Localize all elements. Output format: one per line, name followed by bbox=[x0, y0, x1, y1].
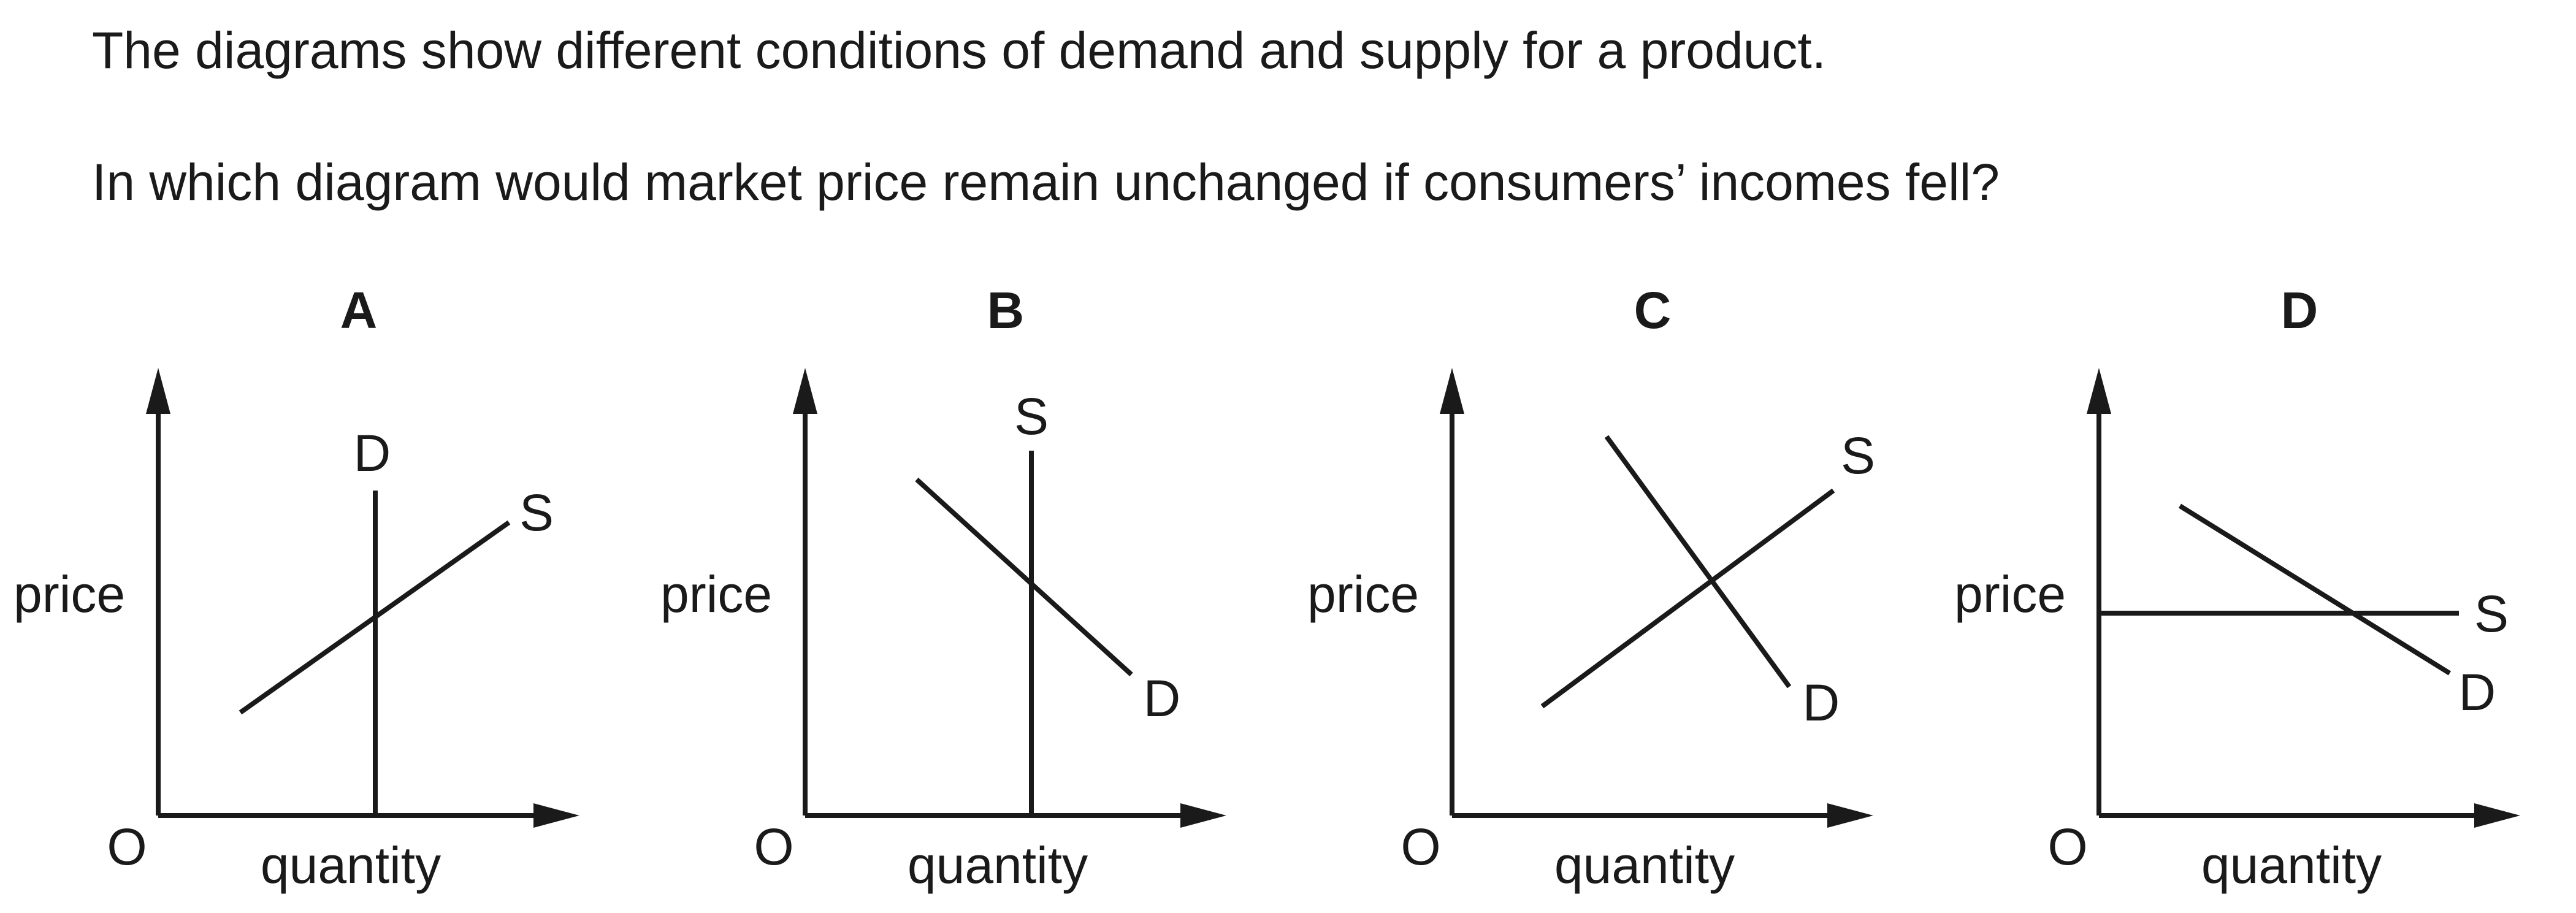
diagram-c-origin-label: O bbox=[1401, 818, 1440, 876]
diagram-c-quantity-label: quantity bbox=[1554, 836, 1735, 894]
diagram-b[interactable]: B price quantity O S D bbox=[660, 281, 1226, 894]
diagram-a-supply-curve bbox=[239, 520, 511, 715]
diagram-a-origin-label: O bbox=[107, 818, 147, 876]
diagram-c-letter: C bbox=[1634, 281, 1672, 339]
diagram-c-supply-curve bbox=[1540, 488, 1835, 709]
diagram-a-supply-label: S bbox=[519, 484, 554, 541]
diagram-d-quantity-label: quantity bbox=[2201, 836, 2382, 894]
diagram-b-y-arrow bbox=[793, 368, 817, 414]
diagram-d-y-arrow bbox=[2087, 368, 2111, 414]
diagram-c-demand-curve bbox=[1604, 435, 1792, 689]
diagram-a-y-arrow bbox=[146, 368, 170, 414]
diagram-b-quantity-label: quantity bbox=[908, 836, 1088, 894]
diagram-a-price-label: price bbox=[13, 565, 125, 623]
diagram-a[interactable]: A price quantity O D S bbox=[13, 281, 579, 894]
diagram-a-letter: A bbox=[340, 281, 378, 339]
diagram-b-demand-label: D bbox=[1144, 670, 1181, 727]
diagram-b-origin-label: O bbox=[754, 818, 793, 876]
diagram-a-x-arrow bbox=[533, 803, 579, 828]
diagram-b-x-arrow bbox=[1180, 803, 1226, 828]
diagram-d-origin-label: O bbox=[2047, 818, 2087, 876]
diagram-b-letter: B bbox=[987, 281, 1025, 339]
diagram-a-demand-label: D bbox=[354, 424, 391, 482]
diagram-d-demand-curve bbox=[2178, 503, 2452, 676]
diagram-b-supply-label: S bbox=[1014, 388, 1049, 445]
diagram-c-x-arrow bbox=[1827, 803, 1873, 828]
diagram-c[interactable]: C price quantity O D S bbox=[1307, 281, 1875, 894]
diagram-d[interactable]: D price quantity O S D bbox=[1954, 281, 2520, 894]
diagram-d-x-arrow bbox=[2474, 803, 2520, 828]
question-intro: The diagrams show different conditions o… bbox=[92, 21, 1827, 79]
question-prompt: In which diagram would market price rema… bbox=[92, 153, 2000, 211]
diagram-b-price-label: price bbox=[660, 565, 772, 623]
diagram-c-price-label: price bbox=[1307, 565, 1419, 623]
diagram-a-quantity-label: quantity bbox=[261, 836, 441, 894]
diagram-d-demand-label: D bbox=[2459, 663, 2496, 721]
diagram-b-demand-curve bbox=[915, 478, 1133, 676]
diagram-d-price-label: price bbox=[1954, 565, 2066, 623]
diagram-c-supply-label: S bbox=[1841, 427, 1875, 484]
diagram-c-demand-label: D bbox=[1803, 674, 1840, 732]
diagram-d-letter: D bbox=[2281, 281, 2318, 339]
diagram-d-supply-label: S bbox=[2474, 585, 2509, 643]
diagram-c-y-arrow bbox=[1440, 368, 1464, 414]
